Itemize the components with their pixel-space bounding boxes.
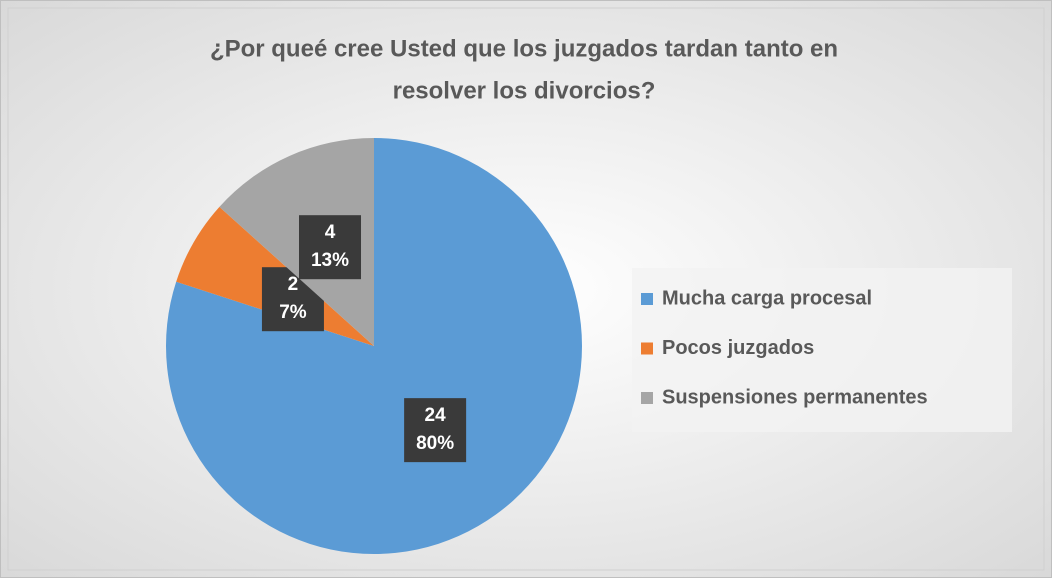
- legend-label: Mucha carga procesal: [662, 287, 872, 309]
- pie-slice: [219, 138, 374, 346]
- legend-swatch: [641, 293, 653, 305]
- data-label-box: [299, 215, 362, 280]
- legend-swatch: [641, 342, 653, 355]
- chart-title: resolver los divorcios?: [393, 77, 656, 104]
- data-label: 4: [325, 222, 336, 243]
- legend-box: [632, 268, 1012, 432]
- data-label: 2: [288, 274, 299, 295]
- legend-swatch: [641, 392, 653, 404]
- data-label: 80%: [416, 433, 454, 454]
- plot-frame: [7, 7, 1045, 571]
- legend-label: Suspensiones permanentes: [662, 386, 928, 408]
- chart-title: ¿Por queé cree Usted que los juzgados ta…: [210, 35, 838, 62]
- data-label: 24: [425, 405, 447, 426]
- legend-label: Pocos juzgados: [662, 337, 814, 359]
- data-label: 13%: [311, 250, 349, 271]
- data-label: 7%: [279, 302, 307, 323]
- data-label-box: [404, 398, 467, 463]
